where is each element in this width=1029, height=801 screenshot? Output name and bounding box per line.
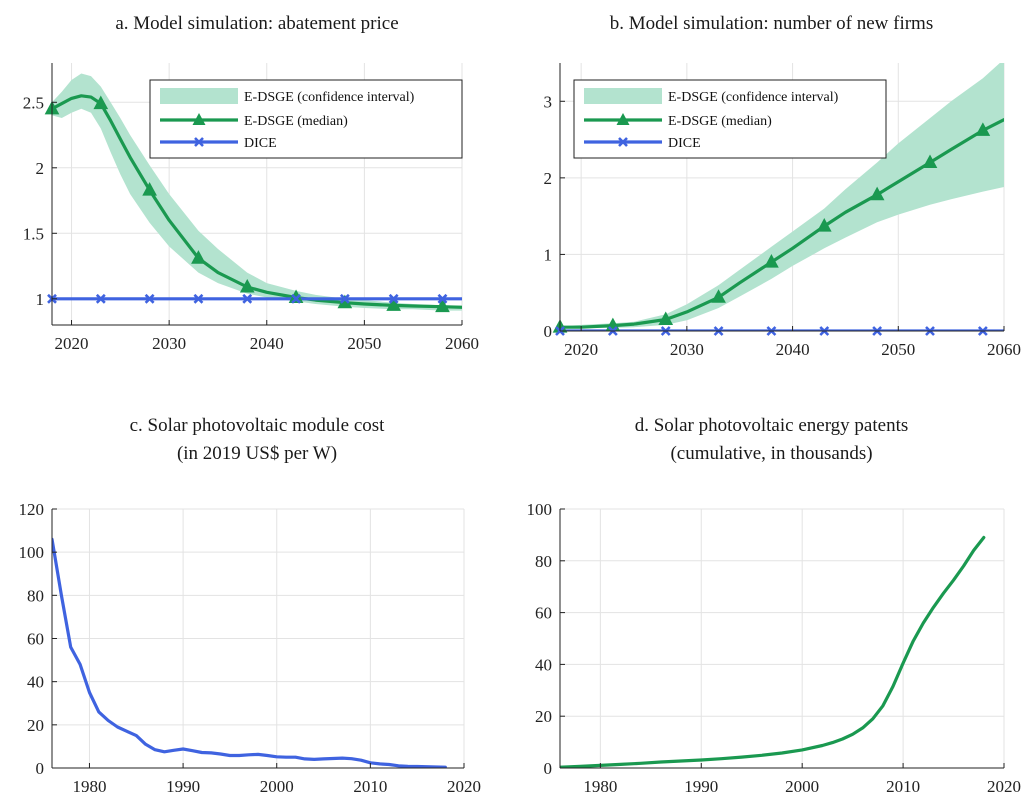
legend-label: E-DSGE (median) [244, 114, 348, 129]
legend-label: E-DSGE (confidence interval) [244, 90, 415, 105]
y-tick-label: 40 [535, 655, 552, 674]
y-tick-label: 20 [27, 716, 44, 735]
chart-panel-d: d. Solar photovoltaic energy patents (cu… [514, 400, 1029, 801]
chart-title: d. Solar photovoltaic energy patents [634, 415, 909, 436]
legend: E-DSGE (confidence interval) E-DSGE (medi… [149, 79, 463, 159]
y-tick-label: 80 [535, 552, 552, 571]
legend-label: E-DSGE (confidence interval) [668, 90, 839, 105]
dice-marker [291, 293, 301, 304]
dice-marker [193, 293, 204, 304]
y-tick-label: 100 [19, 543, 45, 562]
y-tick-label: 20 [535, 707, 552, 726]
series-line [560, 535, 986, 768]
x-tick-label: 1980 [583, 777, 617, 796]
legend-label: DICE [244, 136, 277, 151]
y-tick-label: 0 [544, 322, 553, 341]
legend-dice-marker [194, 137, 204, 147]
y-tick-label: 2.5 [23, 93, 44, 112]
median-marker [191, 250, 206, 264]
x-tick-label: 2020 [447, 777, 481, 796]
legend: E-DSGE (confidence interval) E-DSGE (medi… [573, 79, 887, 159]
plot-area [52, 537, 447, 768]
dice-marker [144, 293, 155, 304]
median-marker [435, 298, 450, 313]
y-tick-label: 60 [535, 604, 552, 623]
median-marker [658, 311, 674, 326]
median-marker [142, 182, 157, 196]
chart-title: c. Solar photovoltaic module cost [129, 415, 385, 436]
dice-marker [339, 293, 350, 304]
x-tick-label: 2040 [250, 334, 284, 353]
chart-panel-a: a. Model simulation: abatement price 202… [0, 0, 514, 400]
x-tick-label: 2030 [152, 334, 186, 353]
plot-area [560, 535, 986, 768]
y-tick-label: 40 [27, 673, 44, 692]
y-tick-label: 3 [544, 92, 553, 111]
y-tick-label: 0 [36, 759, 45, 778]
gridlines [560, 508, 1005, 769]
y-tick-label: 0 [544, 759, 553, 778]
dice-marker [242, 293, 253, 304]
x-tick-label: 2060 [445, 334, 479, 353]
x-tick-label: 2020 [55, 334, 89, 353]
median-marker [239, 278, 255, 293]
y-tick-label: 2 [544, 169, 553, 188]
series-line [52, 537, 447, 768]
chart-panel-c: c. Solar photovoltaic module cost (in 20… [0, 400, 514, 801]
pv-module-cost-chart: 1980 1990 2000 2010 2020 0 20 40 60 80 100 120 [19, 500, 482, 796]
x-tick-label: 1990 [684, 777, 718, 796]
y-tick-label: 1 [544, 245, 553, 264]
x-tick-label: 2010 [353, 777, 387, 796]
median-marker [386, 297, 402, 311]
median-marker [764, 254, 779, 268]
x-tick-label: 1990 [166, 777, 200, 796]
chart-subtitle: (cumulative, in thousands) [670, 443, 873, 464]
gridlines [52, 508, 465, 769]
x-tick-label: 2040 [776, 340, 810, 359]
median-marker [93, 95, 109, 110]
dice-marker [437, 293, 448, 304]
x-tick-label: 2000 [785, 777, 819, 796]
chart-title: b. Model simulation: number of new firms [609, 13, 934, 34]
chart-title: a. Model simulation: abatement price [115, 13, 399, 34]
legend-dice-marker [618, 137, 628, 147]
x-tick-label: 2000 [260, 777, 294, 796]
x-tick-label: 2060 [987, 340, 1021, 359]
y-tick-label: 1.5 [23, 224, 44, 243]
legend-label: DICE [668, 136, 701, 151]
y-tick-label: 1 [36, 290, 45, 309]
y-tick-label: 120 [19, 500, 45, 519]
e-dsge-median-line [560, 118, 1004, 329]
x-tick-label: 2020 [564, 340, 598, 359]
x-tick-label: 2010 [886, 777, 920, 796]
pv-patents-chart: 1980 1990 2000 2010 2020 0 20 40 60 80 100 [527, 500, 1022, 796]
median-marker [711, 289, 726, 303]
chart-subtitle: (in 2019 US$ per W) [176, 443, 338, 464]
x-tick-label: 1980 [72, 777, 106, 796]
dice-marker [95, 293, 106, 304]
x-tick-label: 2020 [987, 777, 1021, 796]
x-tick-label: 2050 [881, 340, 915, 359]
chart-panel-b: b. Model simulation: number of new firms… [514, 0, 1029, 400]
median-marker [922, 154, 938, 169]
plot-area [560, 63, 1004, 331]
legend-band-swatch [584, 88, 662, 104]
legend-median-marker [616, 113, 630, 125]
dice-marker [388, 293, 399, 304]
new-firms-chart: 2020 2030 2040 2050 2060 0 1 2 3 E-DSGE (confiden… [544, 63, 1021, 359]
y-tick-label: 60 [27, 630, 44, 649]
median-marker [869, 186, 885, 201]
median-marker [816, 218, 832, 232]
legend-label: E-DSGE (median) [668, 114, 772, 129]
y-tick-label: 100 [527, 500, 553, 519]
y-tick-label: 80 [27, 586, 44, 605]
y-tick-label: 2 [36, 159, 45, 178]
x-tick-label: 2030 [670, 340, 704, 359]
x-tick-label: 2050 [347, 334, 381, 353]
legend-band-swatch [160, 88, 238, 104]
abatement-price-chart: 2020 2030 2040 2050 2060 1 1.5 2 2.5 E-DSGE (conf… [23, 63, 479, 353]
legend-median-marker [192, 113, 206, 125]
median-marker [975, 122, 991, 136]
confidence-band [560, 63, 1004, 328]
